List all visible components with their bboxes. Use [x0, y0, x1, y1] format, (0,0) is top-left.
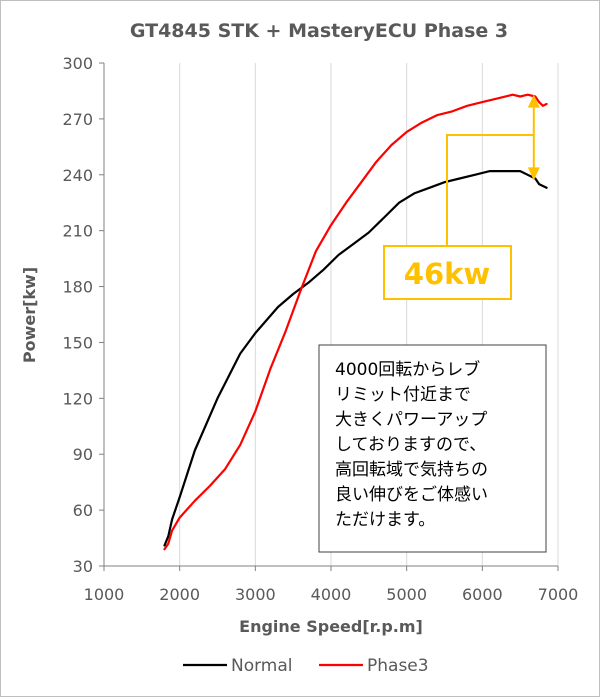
y-tick-label: 60: [73, 501, 93, 520]
y-tick-label: 180: [62, 278, 93, 297]
y-tick-label: 30: [73, 557, 93, 576]
x-tick-label: 3000: [235, 585, 276, 604]
y-tick-label: 240: [62, 166, 93, 185]
note-box: [318, 344, 547, 553]
x-tick-label: 2000: [159, 585, 200, 604]
note-line: ただけます。: [335, 510, 435, 530]
legend-label-phase3: Phase3: [367, 656, 429, 676]
note-line: 4000回転からレブ: [335, 359, 480, 380]
x-tick-label: 6000: [462, 585, 503, 604]
note-line: 大きくパワーアップ: [335, 410, 487, 430]
difference-arrow-head-down: [527, 167, 540, 181]
difference-arrow-head-up: [527, 94, 540, 108]
x-tick-label: 1000: [84, 585, 125, 604]
legend-label-normal: Normal: [231, 656, 293, 676]
y-tick-label: 270: [62, 110, 93, 129]
chart-title: GT4845 STK + MasteryECU Phase 3: [130, 20, 508, 42]
difference-label-box: [383, 245, 512, 300]
y-tick-label: 120: [62, 389, 93, 408]
y-tick-label: 150: [62, 333, 93, 352]
y-tick-label: 300: [62, 54, 93, 73]
series-line-normal: [163, 170, 548, 547]
note-line: しておりますので、: [335, 435, 486, 455]
series-line-phase3: [163, 93, 548, 551]
note-line: 高回転域で気持ちの: [335, 460, 488, 480]
note-line: リミット付近まで: [335, 385, 471, 405]
note-line: 良い伸びをご体感い: [335, 485, 488, 505]
difference-connector: [446, 134, 534, 246]
x-axis-title: Engine Speed[r.p.m]: [239, 617, 423, 636]
x-tick-label: 5000: [386, 585, 427, 604]
y-axis-title: Power[kw]: [20, 267, 39, 363]
y-tick-label: 210: [62, 222, 93, 241]
difference-label: 46kw: [404, 257, 490, 291]
x-tick-label: 7000: [538, 585, 579, 604]
x-tick-label: 4000: [311, 585, 352, 604]
y-tick-label: 90: [73, 445, 93, 464]
